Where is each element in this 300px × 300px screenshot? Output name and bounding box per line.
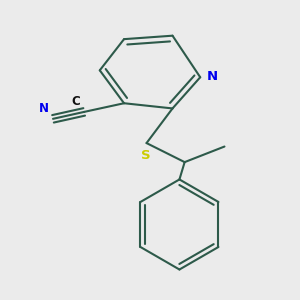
- Text: N: N: [39, 102, 49, 115]
- Text: S: S: [141, 149, 150, 162]
- Text: C: C: [71, 95, 80, 108]
- Text: N: N: [206, 70, 218, 83]
